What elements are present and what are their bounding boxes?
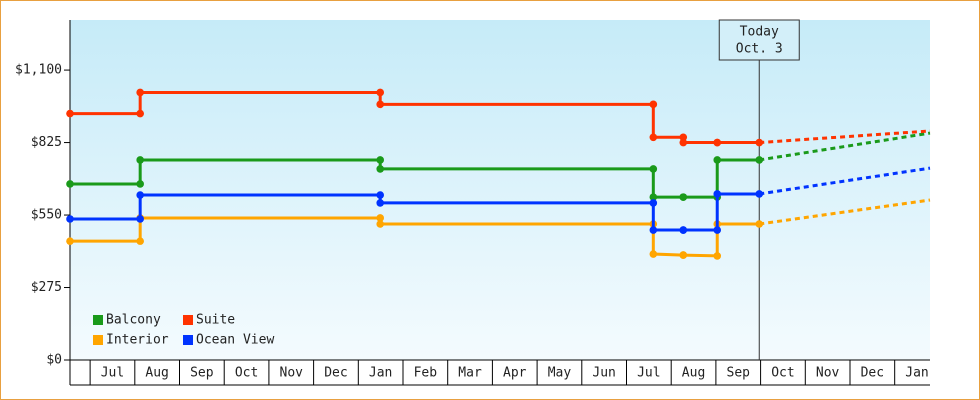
y-tick-label: $550 xyxy=(31,208,62,223)
forecast-line xyxy=(759,166,931,196)
point xyxy=(136,88,144,97)
point xyxy=(649,226,658,234)
point xyxy=(136,156,144,164)
point xyxy=(136,109,144,118)
point xyxy=(376,100,385,109)
point xyxy=(136,180,144,188)
point xyxy=(376,156,385,164)
point xyxy=(679,226,688,234)
point xyxy=(66,180,74,188)
point xyxy=(713,190,722,198)
point xyxy=(679,133,688,142)
point xyxy=(755,190,764,198)
x-tick-label: Oct xyxy=(235,366,258,381)
y-tick-label: $0 xyxy=(46,353,62,368)
point xyxy=(66,237,74,245)
x-tick-label: Jan xyxy=(905,366,928,381)
point xyxy=(66,215,74,223)
plot-background xyxy=(70,20,930,360)
point xyxy=(755,220,764,228)
legend-swatch xyxy=(183,315,193,325)
point xyxy=(755,138,764,147)
x-tick-label: Jun xyxy=(592,366,615,381)
x-tick-label: Oct xyxy=(771,366,794,381)
point xyxy=(66,109,74,118)
x-tick-label: Apr xyxy=(503,366,527,381)
point xyxy=(376,88,385,97)
x-tick-label: Nov xyxy=(816,366,840,381)
x-tick-label: Aug xyxy=(682,366,705,381)
y-tick-label: $825 xyxy=(31,135,62,150)
point xyxy=(376,214,385,222)
today-label: Oct. 3 xyxy=(736,42,783,57)
legend-swatch xyxy=(93,315,103,325)
point xyxy=(376,199,385,207)
point xyxy=(679,138,688,147)
point xyxy=(376,165,385,173)
legend-label: Interior xyxy=(106,333,169,348)
point xyxy=(136,237,144,245)
point xyxy=(649,250,658,258)
point xyxy=(755,156,764,164)
legend-label: Balcony xyxy=(106,313,161,328)
point xyxy=(376,220,385,228)
forecast-line xyxy=(759,198,931,226)
point xyxy=(136,215,144,223)
point xyxy=(649,100,658,109)
point xyxy=(713,138,722,147)
legend-swatch xyxy=(93,335,103,345)
point xyxy=(136,191,144,199)
point xyxy=(713,226,722,234)
x-tick-label: Mar xyxy=(458,366,482,381)
today-box xyxy=(718,19,800,61)
forecast-line xyxy=(759,131,931,162)
point xyxy=(679,251,688,259)
legend-label: Ocean View xyxy=(196,333,274,348)
point xyxy=(649,165,658,173)
y-tick-label: $1,100 xyxy=(15,63,62,78)
point xyxy=(649,199,658,207)
x-tick-label: Feb xyxy=(414,366,438,381)
legend-label: Suite xyxy=(196,313,235,328)
x-tick-label: May xyxy=(548,366,572,381)
x-tick-label: Dec xyxy=(861,366,884,381)
point xyxy=(713,156,722,164)
point xyxy=(649,133,658,142)
today-label: Today xyxy=(740,25,779,40)
x-tick-label: Jul xyxy=(637,366,660,381)
point xyxy=(713,252,722,260)
x-tick-label: Jan xyxy=(369,366,392,381)
x-tick-label: Nov xyxy=(280,366,304,381)
point xyxy=(679,193,688,201)
point xyxy=(376,191,385,199)
x-tick-label: Sep xyxy=(727,366,751,381)
x-tick-label: Jul xyxy=(101,366,124,381)
forecast-line xyxy=(759,129,931,145)
legend-swatch xyxy=(183,335,193,345)
point xyxy=(649,193,658,201)
y-tick-label: $275 xyxy=(31,280,62,295)
x-tick-label: Dec xyxy=(324,366,347,381)
x-tick-label: Aug xyxy=(145,366,168,381)
x-tick-label: Sep xyxy=(190,366,214,381)
